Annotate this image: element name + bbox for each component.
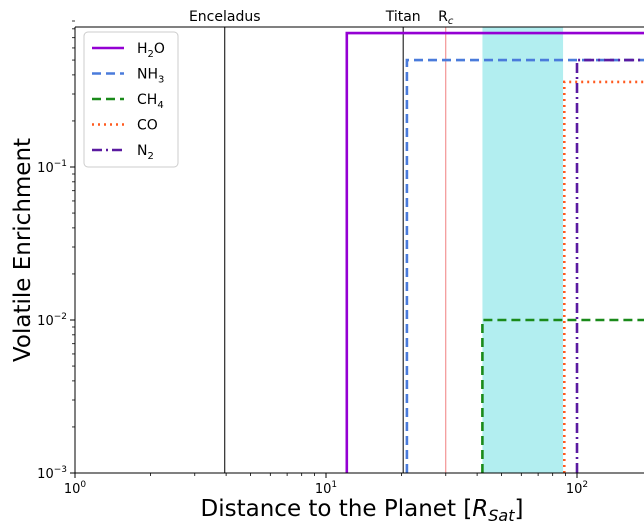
plot-area [224, 27, 644, 473]
legend: H2O NH3 CH4 CO N2 [83, 31, 179, 168]
x-axis-label-subscript: Sat [488, 506, 515, 525]
reference-line-labels: Enceladus Titan Rc [189, 9, 454, 27]
series-layer [345, 31, 644, 473]
x-tick-label-1: 101 [315, 480, 337, 497]
y-tick-label-1: 10−2 [37, 312, 67, 329]
reference-line-label-2: Rc [438, 9, 454, 27]
y-tick-label-0: 10−3 [37, 465, 67, 482]
shaded-region-layer [482, 27, 564, 473]
legend-label-3: CO [137, 118, 158, 134]
reference-line-label-1: Titan [385, 9, 421, 25]
x-tick-label-2: 102 [566, 480, 588, 497]
x-axis-label: Distance to the Planet [RSat] [201, 496, 524, 525]
y-axis-label: Volatile Enrichment [10, 138, 36, 362]
series-line-2 [481, 318, 644, 473]
shaded-region [482, 27, 564, 473]
legend-box [83, 31, 179, 168]
legend-label-0: H2O [137, 41, 165, 60]
tick-layer: 100 101 102 10−3 10−2 10−1 [37, 20, 588, 497]
x-tick-label-0: 100 [64, 480, 87, 497]
reference-line-label-0: Enceladus [189, 9, 261, 25]
reference-lines-layer [224, 27, 447, 473]
axes-frame [74, 26, 644, 474]
series-line-0 [345, 31, 644, 473]
legend-label-2: CH4 [137, 92, 164, 111]
y-tick-label-2: 10−1 [37, 159, 67, 176]
series-line-3 [562, 80, 644, 473]
legend-label-1: NH3 [137, 67, 164, 86]
legend-label-4: N2 [137, 143, 154, 162]
